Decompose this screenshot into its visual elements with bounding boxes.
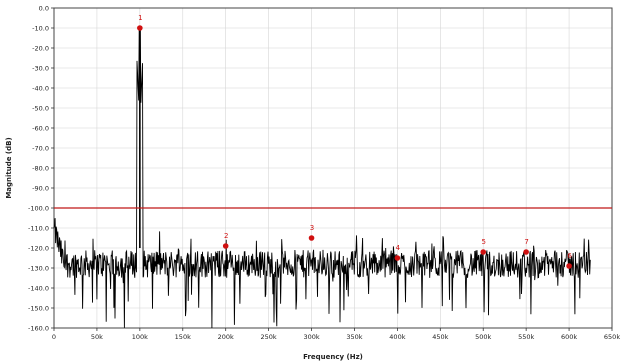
marker-label: 6 <box>567 252 572 260</box>
y-tick-label: -80.0 <box>32 164 49 172</box>
x-tick-label: 450k <box>432 333 448 341</box>
y-tick-label: -10.0 <box>32 24 49 32</box>
marker-label: 1 <box>138 14 142 22</box>
marker-label: 7 <box>524 238 528 246</box>
series-layer <box>53 27 591 329</box>
y-tick-label: -130.0 <box>28 264 49 272</box>
marker-point <box>523 249 529 255</box>
marker-point <box>480 249 487 255</box>
y-tick-label: -70.0 <box>32 144 49 152</box>
x-tick-label: 300k <box>303 333 319 341</box>
y-tick-label: -90.0 <box>32 184 49 192</box>
y-axis-title: Magnitude (dB) <box>5 137 13 198</box>
y-tick-label: -150.0 <box>28 304 49 312</box>
y-tick-label: -110.0 <box>28 224 49 232</box>
x-tick-label: 0 <box>52 333 56 341</box>
y-tick-label: -100.0 <box>28 204 49 212</box>
x-tick-label: 500k <box>475 333 491 341</box>
y-tick-label: -20.0 <box>32 44 49 52</box>
spectrum-trace <box>53 27 591 329</box>
y-tick-label: -160.0 <box>28 324 49 332</box>
x-tick-label: 150k <box>175 333 191 341</box>
x-tick-label: 250k <box>261 333 277 341</box>
y-tick-label: -140.0 <box>28 284 49 292</box>
y-tick-label: -120.0 <box>28 244 49 252</box>
marker-label: 2 <box>224 232 228 240</box>
marker-point <box>222 243 229 249</box>
x-tick-label: 350k <box>346 333 362 341</box>
x-axis-title: Frequency (Hz) <box>303 353 363 361</box>
y-tick-label: -30.0 <box>32 64 49 72</box>
marker-point <box>308 235 315 241</box>
marker-label: 5 <box>481 238 485 246</box>
y-tick-label: 0.0 <box>39 4 49 12</box>
x-tick-label: 550k <box>518 333 534 341</box>
x-tick-label: 100k <box>132 333 148 341</box>
marker-point <box>394 255 401 261</box>
marker-point <box>137 25 143 31</box>
y-tick-label: -40.0 <box>32 84 49 92</box>
x-axis-ticks: 0 50k 100k 150k 200k 250k 300k 350k 400k 450k 500k… <box>52 328 620 341</box>
marker-point <box>566 263 572 269</box>
x-tick-label: 200k <box>218 333 234 341</box>
marker-label: 3 <box>310 224 314 232</box>
marker-label: 4 <box>396 244 401 252</box>
x-tick-label: 600k <box>561 333 577 341</box>
x-tick-label: 400k <box>389 333 405 341</box>
x-tick-label: 50k <box>91 333 103 341</box>
x-tick-label: 650k <box>604 333 620 341</box>
markers-layer: 1 2 3 4 5 7 6 <box>137 14 572 269</box>
y-tick-label: -50.0 <box>32 104 49 112</box>
y-axis-ticks: 0.0 -10.0 -20.0 -30.0 -40.0 -50.0 -60.0 -70.0 -8… <box>28 4 54 332</box>
y-tick-label: -60.0 <box>32 124 49 132</box>
